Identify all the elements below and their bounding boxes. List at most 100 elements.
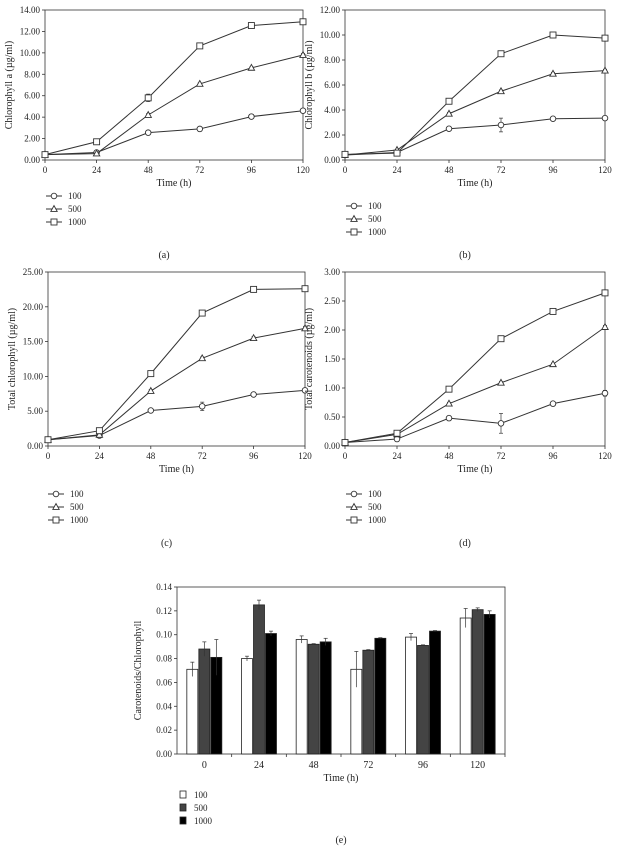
legend-label: 500 (368, 214, 382, 224)
data-point-100 (299, 107, 307, 114)
y-tick-label: 0.06 (156, 677, 172, 687)
legend: 100 500 1000 (346, 489, 387, 525)
series-100 (41, 107, 307, 158)
bar-100-96 (405, 636, 417, 755)
data-point-500 (144, 110, 153, 118)
x-tick-label: 120 (298, 451, 312, 461)
legend-label: 100 (368, 489, 382, 499)
y-tick-label: 1.50 (324, 354, 340, 364)
x-tick-label: 24 (95, 451, 105, 461)
panel-label: (a) (158, 250, 169, 261)
x-axis-label: Time (h) (324, 773, 359, 784)
series-line-100 (344, 392, 606, 444)
x-tick-label: 120 (598, 451, 612, 461)
x-tick-label: 24 (254, 760, 264, 771)
y-tick-label: 0.00 (324, 441, 340, 451)
x-tick-label: 48 (144, 165, 154, 175)
x-tick-label: 48 (309, 760, 319, 771)
data-point-500 (249, 333, 258, 341)
legend-marker (350, 228, 358, 236)
bar-100-24 (241, 658, 253, 755)
legend-label: 1000 (194, 816, 213, 826)
legend-marker (350, 202, 358, 210)
y-tick-label: 0.00 (27, 441, 43, 451)
data-point-1000 (601, 34, 609, 42)
y-tick-label: 6.00 (24, 91, 40, 101)
x-tick-label: 96 (549, 165, 559, 175)
legend-label: 1000 (68, 217, 87, 227)
panel-label: (c) (161, 538, 172, 549)
y-tick-label: 0.10 (156, 630, 172, 640)
x-tick-label: 72 (497, 451, 506, 461)
bar-1000-72 (374, 637, 387, 755)
y-tick-label: 5.00 (27, 406, 43, 416)
data-point-1000 (147, 370, 155, 378)
x-tick-label: 72 (497, 165, 506, 175)
y-tick-label: 4.00 (24, 112, 40, 122)
data-point-500 (198, 353, 207, 362)
legend-marker (52, 502, 60, 510)
data-point-100 (549, 115, 557, 122)
legend-swatch (179, 803, 187, 812)
y-tick-label: 2.00 (324, 130, 340, 140)
plot-frame (44, 9, 304, 161)
y-tick-label: 0.04 (156, 701, 172, 711)
plot-frame (344, 271, 606, 447)
series-line-1000 (44, 21, 304, 156)
data-point-100 (445, 125, 453, 132)
data-point-1000 (250, 285, 258, 293)
bar-1000-24 (265, 633, 277, 755)
series-line-500 (344, 70, 606, 156)
series-500 (341, 322, 609, 446)
y-tick-label: 3.00 (324, 267, 340, 277)
series-100 (341, 389, 609, 446)
x-tick-label: 120 (470, 760, 485, 771)
y-tick-label: 8.00 (324, 55, 340, 65)
series-line-1000 (344, 34, 606, 155)
data-point-100 (250, 391, 257, 398)
data-point-1000 (445, 385, 453, 393)
data-point-100 (248, 113, 255, 120)
legend-label: 1000 (368, 227, 387, 237)
data-point-100 (301, 387, 309, 394)
x-axis-label: Time (h) (458, 178, 493, 189)
data-point-100 (601, 114, 609, 122)
data-point-1000 (497, 335, 505, 343)
legend-marker (350, 214, 358, 222)
legend: 100 500 1000 (179, 790, 213, 826)
data-point-100 (198, 403, 206, 410)
data-point-1000 (549, 31, 557, 39)
series-1000 (341, 31, 609, 158)
series-line-500 (47, 327, 306, 441)
y-tick-label: 10.00 (320, 30, 341, 40)
data-point-1000 (299, 18, 307, 26)
data-point-500 (92, 149, 101, 157)
bar-100-0 (186, 668, 199, 755)
legend: 100 500 1000 (346, 201, 387, 237)
data-point-1000 (497, 50, 505, 58)
y-axis-label: Total chlorophyll (µg/ml) (7, 308, 18, 410)
series-line-100 (47, 389, 306, 441)
y-tick-label: 15.00 (23, 337, 44, 347)
data-point-100 (497, 121, 505, 129)
x-tick-label: 120 (296, 165, 310, 175)
x-tick-label: 0 (343, 165, 348, 175)
series-1000 (44, 285, 309, 444)
bar-500-96 (417, 645, 429, 755)
data-point-1000 (93, 138, 101, 146)
data-point-500 (247, 63, 256, 71)
x-axis-label: Time (h) (159, 464, 194, 475)
y-axis-label: Chlorophyll b (µg/ml) (304, 40, 315, 129)
legend-marker (52, 516, 60, 524)
x-axis-label: Time (h) (458, 464, 493, 475)
x-tick-label: 24 (393, 165, 403, 175)
data-point-1000 (549, 307, 557, 315)
data-point-1000 (341, 439, 349, 446)
legend-marker (50, 192, 58, 200)
series-line-100 (44, 110, 304, 156)
legend-label: 500 (68, 204, 82, 214)
data-point-1000 (198, 309, 206, 317)
bar-500-72 (362, 649, 375, 755)
y-tick-label: 14.00 (20, 5, 41, 15)
legend-label: 500 (368, 502, 382, 512)
